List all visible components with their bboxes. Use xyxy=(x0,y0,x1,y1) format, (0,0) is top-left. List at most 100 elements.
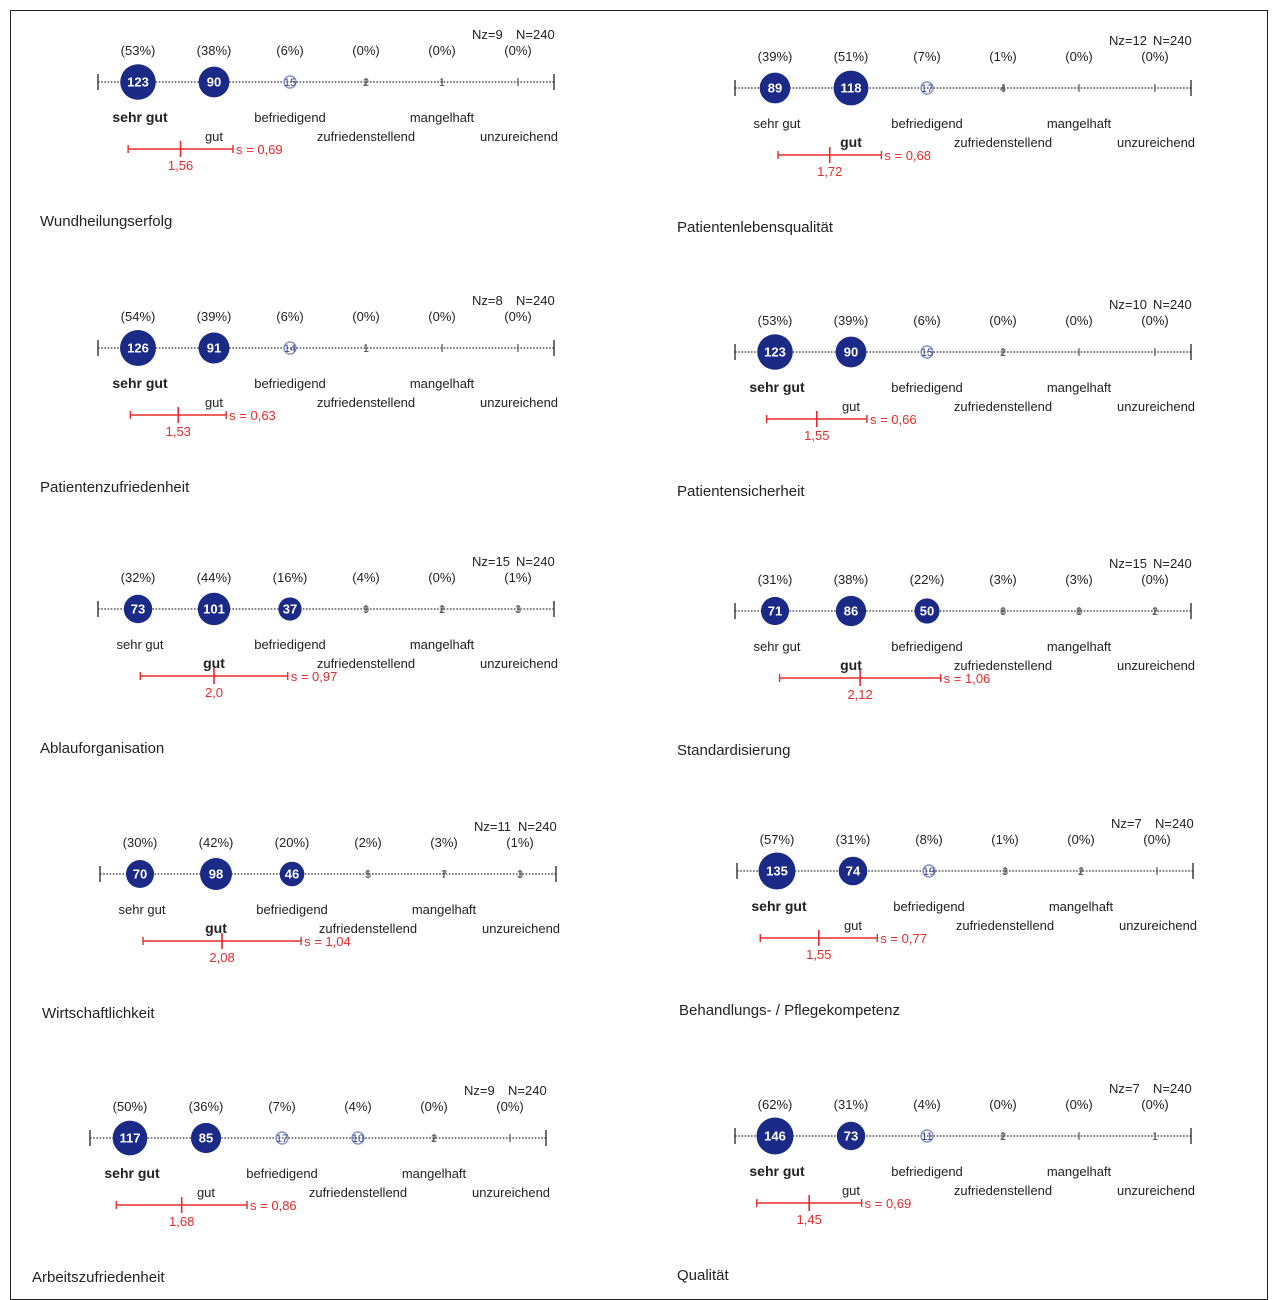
percent-label: (0%) xyxy=(420,1099,447,1114)
count-label: 1 xyxy=(439,77,445,89)
mean-label: 1,55 xyxy=(804,428,829,443)
percent-label: (30%) xyxy=(123,835,158,850)
scale-label: mangelhaft xyxy=(410,637,475,652)
scale-label: befriedigend xyxy=(891,116,963,131)
scale-label: mangelhaft xyxy=(410,376,475,391)
count-bubble xyxy=(836,1121,866,1151)
sd-label: s = 0,66 xyxy=(870,412,917,427)
n-label: N=240 xyxy=(516,554,555,569)
mean-label: 1,55 xyxy=(806,947,831,962)
count-label: 123 xyxy=(127,75,149,90)
sd-label: s = 0,97 xyxy=(291,669,338,684)
scale-label: sehr gut xyxy=(754,116,801,131)
sd-label: s = 1,06 xyxy=(944,671,991,686)
count-label: 3 xyxy=(515,604,521,616)
n-label: N=240 xyxy=(516,293,555,308)
percent-label: (0%) xyxy=(504,309,531,324)
count-bubble xyxy=(920,81,934,95)
scale-label: gut xyxy=(197,1185,215,1200)
count-bubble xyxy=(120,330,156,366)
count-label: 9 xyxy=(363,604,369,616)
percent-label: (42%) xyxy=(199,835,234,850)
count-label: 2 xyxy=(1000,1131,1006,1143)
scale-label: mangelhaft xyxy=(1047,116,1112,131)
scale-label: mangelhaft xyxy=(1047,380,1112,395)
count-bubble xyxy=(756,1117,794,1155)
scale-label: zufriedenstellend xyxy=(309,1185,407,1200)
mean-label: 1,45 xyxy=(797,1212,822,1227)
scale-label: gut xyxy=(203,655,225,671)
scale-label: unzureichend xyxy=(480,656,558,671)
count-bubble xyxy=(197,592,231,626)
count-bubble xyxy=(198,332,230,364)
count-label: 3 xyxy=(517,869,523,881)
sd-label: s = 0,68 xyxy=(884,148,931,163)
scale-label: sehr gut xyxy=(112,109,168,125)
percent-label: (39%) xyxy=(758,49,793,64)
count-bubble xyxy=(835,595,867,627)
percent-label: (39%) xyxy=(834,313,869,328)
scale-label: unzureichend xyxy=(480,129,558,144)
chart-panel: Nz=9 N=240 (53%) 123 (38%) 90 (6%) 15 (0%) 2 (0%) 1… xyxy=(40,27,558,230)
percent-label: (1%) xyxy=(989,49,1016,64)
nz-label: Nz=8 xyxy=(472,293,503,308)
chart-title: Standardisierung xyxy=(677,742,790,759)
scale-label: zufriedenstellend xyxy=(317,395,415,410)
chart-panel: Nz=7 N=240 (57%) 135 (31%) 74 (8%) 19 (1%) 3 (0%) 2… xyxy=(679,816,1197,1019)
count-label: 8 xyxy=(1076,606,1082,618)
chart-panel: Nz=8 N=240 (54%) 126 (39%) 91 (6%) 14 (0%) 1 (0%) (… xyxy=(40,293,558,496)
scale-label: befriedigend xyxy=(893,899,965,914)
count-label: 50 xyxy=(920,604,934,619)
count-label: 73 xyxy=(844,1129,858,1144)
percent-label: (0%) xyxy=(1067,832,1094,847)
scale-label: mangelhaft xyxy=(1047,639,1112,654)
count-label: 37 xyxy=(283,602,297,617)
count-label: 90 xyxy=(207,75,221,90)
chart-title: Wirtschaftlichkeit xyxy=(42,1005,155,1022)
scale-label: gut xyxy=(840,657,862,673)
percent-label: (0%) xyxy=(1143,832,1170,847)
scale-label: befriedigend xyxy=(256,902,328,917)
percent-label: (4%) xyxy=(344,1099,371,1114)
percent-label: (6%) xyxy=(913,313,940,328)
percent-label: (0%) xyxy=(1141,1097,1168,1112)
n-label: N=240 xyxy=(1153,33,1192,48)
percent-label: (0%) xyxy=(428,309,455,324)
scale-label: befriedigend xyxy=(891,380,963,395)
percent-label: (57%) xyxy=(760,832,795,847)
count-label: 146 xyxy=(764,1129,786,1144)
chart-title: Patientensicherheit xyxy=(677,483,805,500)
scale-label: gut xyxy=(842,399,860,414)
percent-label: (0%) xyxy=(1141,313,1168,328)
scale-label: zufriedenstellend xyxy=(956,918,1054,933)
count-label: 1 xyxy=(363,343,369,355)
count-bubble xyxy=(833,70,869,106)
count-label: 8 xyxy=(1000,606,1006,618)
percent-label: (4%) xyxy=(913,1097,940,1112)
scale-label: zufriedenstellend xyxy=(319,921,417,936)
percent-label: (16%) xyxy=(273,570,308,585)
scale-label: mangelhaft xyxy=(1049,899,1114,914)
count-label: 90 xyxy=(844,345,858,360)
percent-label: (31%) xyxy=(836,832,871,847)
scale-label: sehr gut xyxy=(117,637,164,652)
scale-label: unzureichend xyxy=(1117,399,1195,414)
scale-label: gut xyxy=(205,920,227,936)
count-bubble xyxy=(922,864,936,878)
count-label: 117 xyxy=(120,1131,141,1146)
count-bubble xyxy=(275,1131,289,1145)
percent-label: (0%) xyxy=(428,43,455,58)
percent-label: (0%) xyxy=(1065,49,1092,64)
scale-label: gut xyxy=(842,1183,860,1198)
count-bubble xyxy=(120,64,156,100)
scale-label: zufriedenstellend xyxy=(954,135,1052,150)
sd-label: s = 0,69 xyxy=(236,142,283,157)
count-bubble xyxy=(190,1122,222,1154)
count-label: 74 xyxy=(846,864,861,879)
chart-title: Patientenzufriedenheit xyxy=(40,479,190,496)
mean-label: 1,68 xyxy=(169,1214,194,1229)
count-label: 5 xyxy=(365,869,371,881)
scale-label: befriedigend xyxy=(246,1166,318,1181)
percent-label: (7%) xyxy=(268,1099,295,1114)
scale-label: zufriedenstellend xyxy=(317,129,415,144)
